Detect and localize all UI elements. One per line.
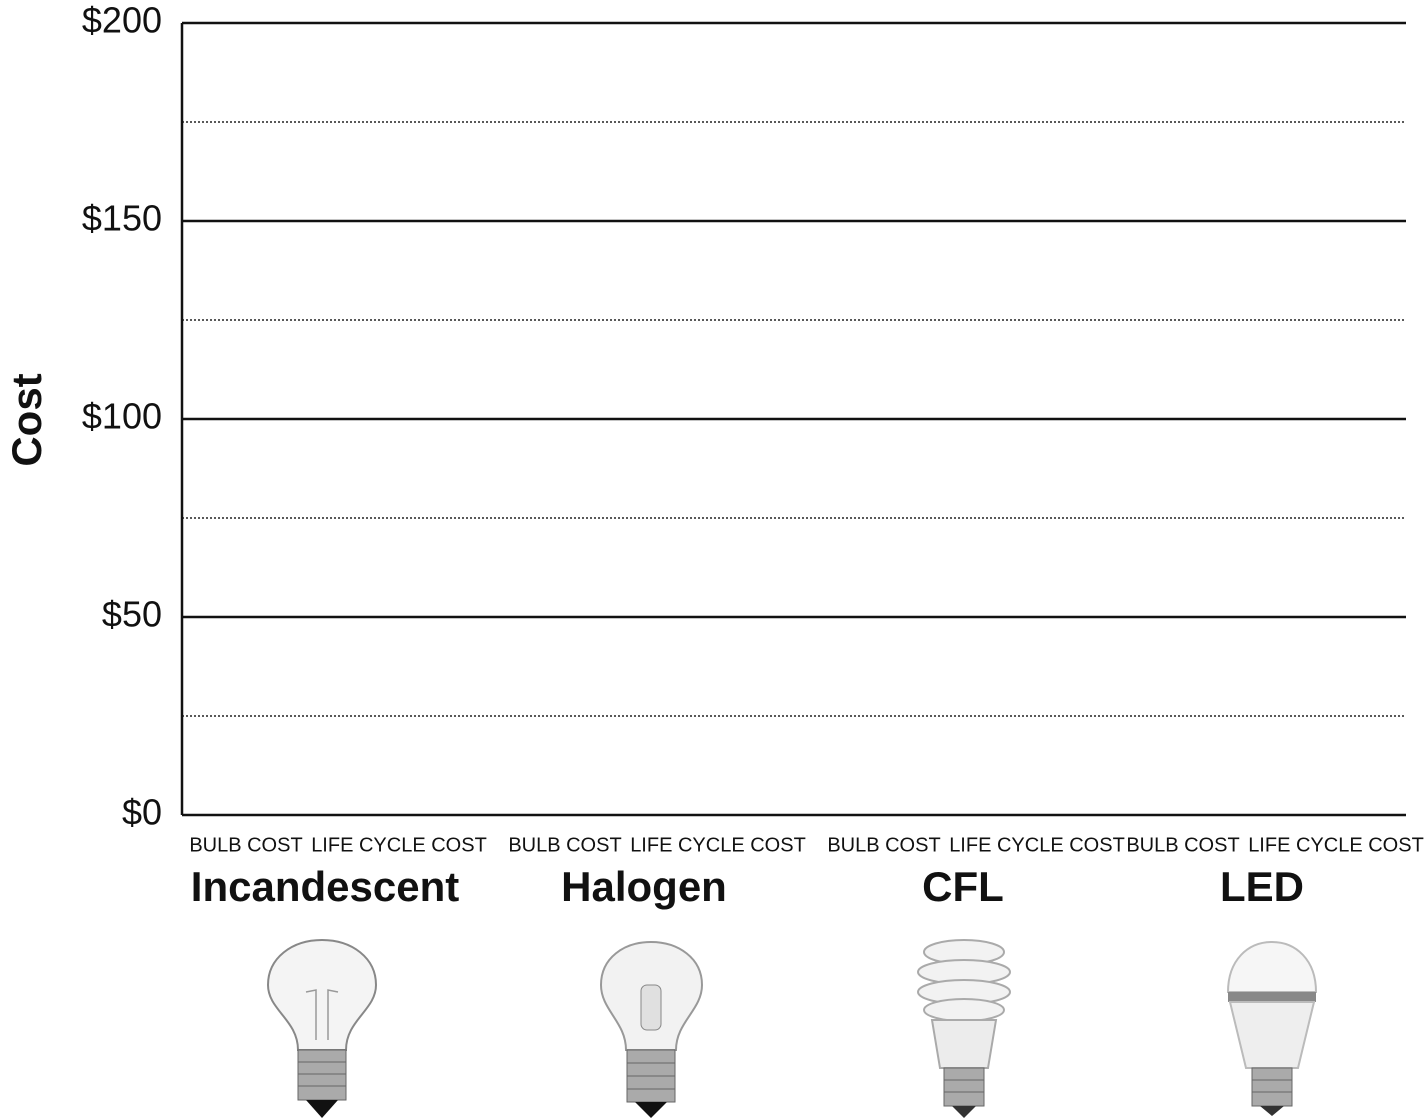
x-tick-label: BULB COST [508,834,621,856]
bulb-icons [268,940,1316,1118]
group-label: Halogen [561,863,727,910]
x-tick-label: BULB COST [827,834,940,856]
x-tick-label: LIFE CYCLE COST [949,834,1125,856]
y-tick-label: $50 [102,594,162,635]
chart: Cost [0,0,1426,1120]
incandescent-bulb [268,940,376,1118]
x-tick-label: LIFE CYCLE COST [1248,834,1424,856]
x-tick-label: LIFE CYCLE COST [630,834,806,856]
y-tick-label: $100 [82,396,162,437]
group-label: Incandescent [191,863,459,910]
x-tick-label: BULB COST [1126,834,1239,856]
group-label: LED [1220,863,1304,910]
y-axis-label: Cost [3,373,50,466]
x-tick-label: BULB COST [189,834,302,856]
group-label: CFL [922,863,1004,910]
led-bulb [1228,942,1316,1116]
halogen-bulb [601,942,702,1118]
page: Cost [0,0,1426,1120]
y-tick-label: $0 [122,792,162,833]
y-tick-label: $200 [82,0,162,41]
cfl-bulb [918,940,1010,1118]
y-tick-label: $150 [82,198,162,239]
x-tick-label: LIFE CYCLE COST [311,834,487,856]
